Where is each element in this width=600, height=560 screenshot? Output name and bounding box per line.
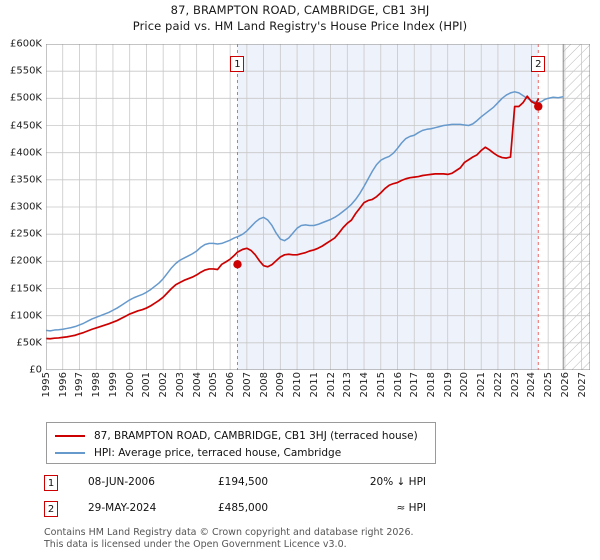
x-axis-tick-label: 2016 xyxy=(392,372,404,398)
x-axis-tick-label: 2023 xyxy=(509,372,521,398)
table-row[interactable]: 1 08-JUN-2006 £194,500 20% ↓ HPI xyxy=(44,472,444,498)
x-axis-tick-label: 2000 xyxy=(124,372,136,398)
transaction-badge-2: 2 xyxy=(44,501,58,517)
x-axis-tick-label: 2006 xyxy=(225,372,237,398)
footer-line-2: This data is licensed under the Open Gov… xyxy=(44,538,347,550)
x-axis-tick-label: 2014 xyxy=(359,372,371,398)
y-axis-tick-label: £200K xyxy=(9,255,42,267)
legend-label-hpi: HPI: Average price, terraced house, Camb… xyxy=(94,447,342,459)
page-title: 87, BRAMPTON ROAD, CAMBRIDGE, CB1 3HJ Pr… xyxy=(0,2,600,34)
x-axis-tick-label: 2008 xyxy=(258,372,270,398)
x-axis-tick-label: 2027 xyxy=(576,372,588,398)
transaction-hpi-delta-1: 20% ↓ HPI xyxy=(369,476,426,488)
x-axis-tick-label: 2004 xyxy=(191,372,203,398)
transaction-dot-1[interactable] xyxy=(233,260,242,269)
y-axis-tick-label: £150K xyxy=(9,283,42,294)
x-axis-labels: 1995 1996 1997 1998 1999 2000 2001 2002 2003 2004… xyxy=(0,372,600,412)
legend-label-price-paid: 87, BRAMPTON ROAD, CAMBRIDGE, CB1 3HJ (t… xyxy=(94,430,418,442)
grid-lines xyxy=(46,44,590,370)
x-axis-tick-label: 2009 xyxy=(275,372,287,398)
x-axis-tick-label: 2013 xyxy=(342,372,354,398)
legend-color-swatch-hpi xyxy=(55,452,85,454)
transaction-price-1: £194,500 xyxy=(218,476,269,488)
transactions-table: 1 08-JUN-2006 £194,500 20% ↓ HPI 2 29-MA… xyxy=(44,472,444,524)
table-row[interactable]: 2 29-MAY-2024 £485,000 ≈ HPI xyxy=(44,498,444,524)
x-axis-tick-label: 2018 xyxy=(425,372,437,398)
chart-svg xyxy=(46,44,590,370)
x-axis-tick-label: 2025 xyxy=(543,372,555,398)
transaction-dot-2[interactable] xyxy=(534,102,543,111)
y-axis-tick-label: £550K xyxy=(9,65,42,77)
x-axis-tick-label: 2010 xyxy=(292,372,304,398)
y-axis-tick-label: £100K xyxy=(9,310,42,322)
x-axis-tick-label: 1997 xyxy=(74,372,86,398)
x-axis-tick-label: 2024 xyxy=(526,372,538,398)
series-line-price-paid xyxy=(46,95,540,340)
y-axis-tick-label: £500K xyxy=(9,92,42,104)
y-axis-tick-label: £50K xyxy=(16,337,42,349)
x-axis-tick-label: 2019 xyxy=(442,372,454,398)
footer-attribution: Contains HM Land Registry data © Crown c… xyxy=(44,527,564,550)
x-axis-tick-label: 2015 xyxy=(375,372,387,398)
x-axis-tick-label: 2011 xyxy=(308,372,320,398)
y-axis-tick-label: £400K xyxy=(9,147,42,159)
x-axis-tick-label: 2012 xyxy=(325,372,337,398)
x-axis-tick-label: 2003 xyxy=(174,372,186,398)
transaction-date-2: 29-MAY-2024 xyxy=(88,502,157,514)
transaction-hpi-delta-2: ≈ HPI xyxy=(396,502,426,514)
title-line-1: 87, BRAMPTON ROAD, CAMBRIDGE, CB1 3HJ xyxy=(170,3,430,17)
y-axis-tick-label: £350K xyxy=(9,174,42,186)
title-line-2: Price paid vs. HM Land Registry's House … xyxy=(132,19,468,33)
series-line-hpi xyxy=(46,91,564,332)
transaction-date-1: 08-JUN-2006 xyxy=(88,476,155,488)
chart-marker-badge-2[interactable]: 2 xyxy=(531,56,546,72)
x-axis-tick-label: 1996 xyxy=(57,372,69,398)
chart-legend: 87, BRAMPTON ROAD, CAMBRIDGE, CB1 3HJ (t… xyxy=(46,422,436,464)
footer-line-1: Contains HM Land Registry data © Crown c… xyxy=(44,527,414,538)
legend-color-swatch-price-paid xyxy=(55,435,85,437)
x-axis-tick-label: 2022 xyxy=(492,372,504,398)
y-axis-tick-label: £250K xyxy=(9,228,42,240)
transaction-price-2: £485,000 xyxy=(218,502,269,514)
chart-marker-badge-1[interactable]: 1 xyxy=(230,56,245,72)
y-axis-tick-label: £300K xyxy=(9,201,42,213)
x-axis-tick-label: 2020 xyxy=(459,372,471,398)
transaction-markers xyxy=(233,102,543,269)
x-axis-tick-label: 2002 xyxy=(158,372,170,398)
x-axis-tick-label: 2005 xyxy=(208,372,220,398)
legend-item-price-paid[interactable]: 87, BRAMPTON ROAD, CAMBRIDGE, CB1 3HJ (t… xyxy=(55,427,418,445)
legend-item-hpi[interactable]: HPI: Average price, terraced house, Camb… xyxy=(55,444,341,462)
transaction-badge-1: 1 xyxy=(44,475,58,491)
x-axis-tick-label: 1999 xyxy=(107,372,119,398)
chart-plot-area: 1 2 xyxy=(46,44,590,370)
x-axis-tick-label: 2007 xyxy=(241,372,253,398)
x-axis-tick-label: 2026 xyxy=(559,372,571,398)
y-axis-tick-label: £600K xyxy=(9,38,42,50)
x-axis-tick-label: 1995 xyxy=(41,372,52,398)
x-axis-tick-label: 2001 xyxy=(141,372,153,398)
x-axis-tick-label: 2021 xyxy=(476,372,488,398)
y-axis-tick-label: £450K xyxy=(9,120,42,131)
x-axis-tick-label: 2017 xyxy=(409,372,421,398)
x-axis-tick-label: 1998 xyxy=(91,372,103,398)
